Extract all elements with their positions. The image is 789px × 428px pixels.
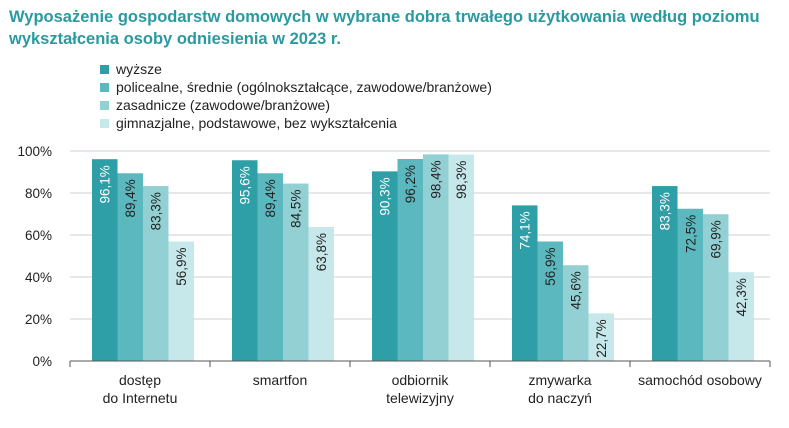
y-tick-label: 40%	[25, 270, 52, 285]
bar	[563, 265, 589, 361]
bar	[397, 158, 423, 361]
legend-item: gimnazjalne, podstawowe, bez wykształcen…	[100, 114, 492, 132]
data-label: 74,1%	[518, 211, 533, 249]
y-tick-label: 100%	[17, 144, 52, 159]
data-label: 45,6%	[569, 271, 584, 309]
x-category-label: do naczyń	[528, 390, 592, 406]
y-tick-label: 80%	[25, 186, 52, 201]
legend-item: zasadnicze (zawodowe/branżowe)	[100, 96, 492, 114]
bar	[257, 173, 283, 361]
bar	[232, 160, 258, 361]
legend-swatch	[100, 118, 109, 128]
x-category-label: telewizyjny	[386, 390, 454, 406]
data-label: 56,9%	[543, 248, 558, 286]
chart-title: Wyposażenie gospodarstw domowych w wybra…	[9, 8, 760, 48]
data-label: 72,5%	[683, 215, 698, 253]
legend-swatch	[100, 82, 109, 92]
data-label: 89,4%	[263, 179, 278, 217]
data-label: 89,4%	[123, 179, 138, 217]
bar	[652, 186, 678, 361]
bar	[423, 154, 449, 361]
legend-label: zasadnicze (zawodowe/branżowe)	[116, 97, 330, 113]
bar	[143, 186, 169, 361]
bar	[117, 173, 143, 361]
x-category-label: samochód osobowy	[638, 372, 762, 388]
bar	[283, 183, 309, 361]
data-label: 69,9%	[709, 220, 724, 258]
x-category-label: zmywarka	[528, 372, 591, 388]
y-tick-label: 20%	[25, 312, 52, 327]
y-tick-label: 60%	[25, 228, 52, 243]
data-label: 42,3%	[734, 278, 749, 316]
data-label: 95,6%	[238, 166, 253, 204]
bar	[448, 154, 474, 361]
bar	[703, 214, 729, 361]
legend: wyższe policealne, średnie (ogólnokształc…	[100, 60, 492, 132]
data-label: 90,3%	[378, 177, 393, 215]
x-category-label: do Internetu	[103, 390, 178, 406]
data-label: 96,1%	[98, 165, 113, 203]
x-category-label: odbiornik	[392, 372, 450, 388]
data-label: 96,2%	[403, 165, 418, 203]
bar	[92, 159, 118, 361]
data-label: 22,7%	[594, 319, 609, 357]
legend-item: policealne, średnie (ogólnokształcące, z…	[100, 78, 492, 96]
data-label: 83,3%	[149, 192, 164, 230]
data-label: 98,3%	[454, 161, 469, 199]
legend-label: gimnazjalne, podstawowe, bez wykształcen…	[116, 115, 397, 131]
bar	[728, 272, 754, 361]
x-category-label: smartfon	[253, 372, 307, 388]
bar	[677, 208, 703, 361]
legend-label: policealne, średnie (ogólnokształcące, z…	[116, 79, 492, 95]
data-label: 83,3%	[658, 192, 673, 230]
data-label: 56,9%	[174, 248, 189, 286]
legend-item: wyższe	[100, 60, 492, 78]
data-label: 84,5%	[289, 190, 304, 228]
y-tick-label: 0%	[32, 354, 52, 369]
legend-label: wyższe	[116, 61, 162, 77]
bar	[588, 313, 614, 361]
data-label: 63,8%	[314, 233, 329, 271]
bar	[168, 241, 194, 361]
bar	[372, 171, 398, 361]
x-category-label: dostęp	[119, 372, 161, 388]
legend-swatch	[100, 100, 109, 110]
bar	[537, 241, 563, 361]
bar	[308, 227, 334, 361]
legend-swatch	[100, 64, 109, 74]
bar	[512, 205, 538, 361]
data-label: 98,4%	[429, 160, 444, 198]
